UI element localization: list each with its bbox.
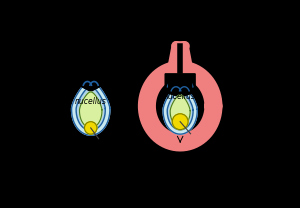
Text: nucellus: nucellus (164, 92, 196, 101)
Circle shape (85, 122, 97, 134)
Polygon shape (72, 81, 110, 135)
Polygon shape (169, 79, 192, 97)
Circle shape (172, 114, 188, 130)
Polygon shape (163, 84, 197, 134)
Polygon shape (165, 74, 195, 93)
Polygon shape (78, 75, 104, 92)
Polygon shape (167, 90, 193, 130)
Polygon shape (175, 142, 185, 147)
Polygon shape (170, 95, 190, 126)
Text: nucellus: nucellus (75, 97, 107, 106)
Polygon shape (147, 70, 213, 142)
Polygon shape (78, 75, 104, 92)
Polygon shape (76, 87, 105, 130)
Polygon shape (80, 92, 102, 128)
